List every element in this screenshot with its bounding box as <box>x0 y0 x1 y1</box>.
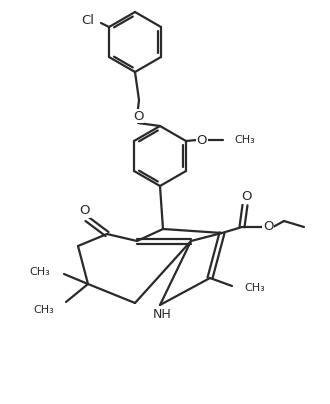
Text: O: O <box>133 109 143 122</box>
Text: O: O <box>197 133 207 147</box>
Text: O: O <box>263 221 273 234</box>
Text: CH₃: CH₃ <box>33 305 54 315</box>
Text: Cl: Cl <box>81 13 94 27</box>
Text: O: O <box>242 191 252 204</box>
Text: CH₃: CH₃ <box>234 135 255 145</box>
Text: NH: NH <box>152 307 171 320</box>
Text: CH₃: CH₃ <box>29 267 50 277</box>
Text: O: O <box>80 204 90 217</box>
Text: CH₃: CH₃ <box>244 283 265 293</box>
